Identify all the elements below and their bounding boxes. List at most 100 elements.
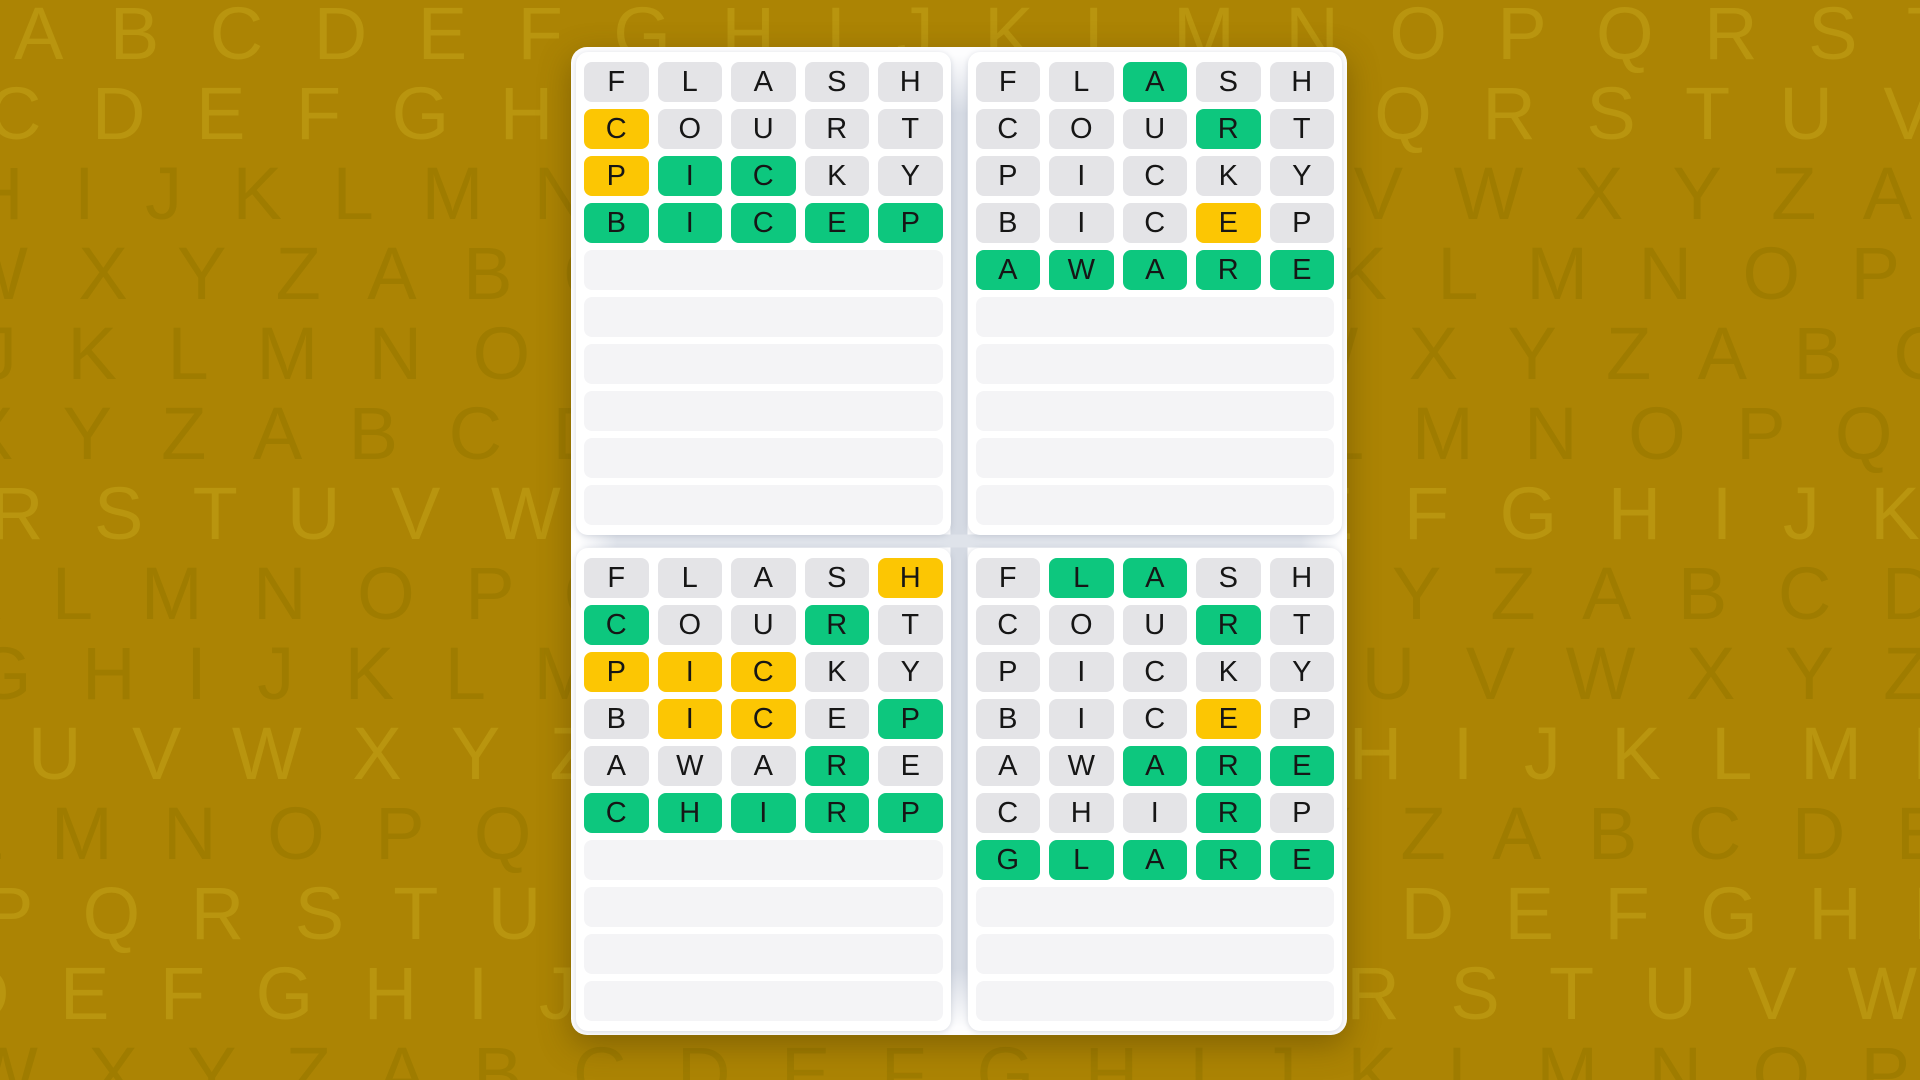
letter-tile: O	[657, 605, 722, 645]
letter-tile: F	[975, 62, 1040, 102]
letter-tile: B	[975, 699, 1040, 739]
empty-row	[584, 485, 943, 525]
letter-tile: E	[1269, 746, 1334, 786]
empty-row	[975, 981, 1334, 1021]
letter-tile: O	[657, 109, 722, 149]
empty-row	[975, 485, 1334, 525]
empty-row	[584, 297, 943, 337]
letter-tile: G	[975, 840, 1040, 880]
letter-tile: P	[584, 652, 649, 692]
letter-tile: C	[975, 793, 1040, 833]
empty-row	[975, 344, 1334, 384]
letter-tile: I	[731, 793, 796, 833]
letter-tile: H	[1049, 793, 1114, 833]
letter-tile: C	[731, 699, 796, 739]
letter-tile: C	[1122, 156, 1187, 196]
empty-row	[975, 297, 1334, 337]
letter-tile: I	[657, 652, 722, 692]
letter-tile: P	[1269, 793, 1334, 833]
empty-row	[584, 934, 943, 974]
letter-tile: S	[804, 558, 869, 598]
letter-tile: C	[731, 156, 796, 196]
letter-tile: C	[1122, 203, 1187, 243]
letter-tile: W	[657, 746, 722, 786]
empty-row	[584, 840, 943, 880]
letter-tile: O	[1049, 605, 1114, 645]
letter-tile: R	[804, 746, 869, 786]
letter-tile: P	[878, 699, 943, 739]
letter-tile: L	[657, 62, 722, 102]
letter-tile: E	[878, 746, 943, 786]
letter-tile: P	[975, 652, 1040, 692]
letter-tile: A	[975, 250, 1040, 290]
empty-row	[975, 438, 1334, 478]
letter-tile: Y	[1269, 652, 1334, 692]
letter-tile: C	[584, 109, 649, 149]
empty-row	[584, 344, 943, 384]
letter-tile: C	[731, 203, 796, 243]
empty-row	[584, 887, 943, 927]
empty-row	[584, 250, 943, 290]
letter-tile: A	[1122, 250, 1187, 290]
empty-row	[584, 391, 943, 431]
letter-tile: H	[1269, 558, 1334, 598]
letter-tile: P	[1269, 699, 1334, 739]
letter-tile: I	[657, 203, 722, 243]
letter-tile: B	[975, 203, 1040, 243]
letter-tile: L	[1049, 62, 1114, 102]
letter-tile: R	[1196, 840, 1261, 880]
letter-tile: K	[804, 156, 869, 196]
letter-tile: C	[1122, 652, 1187, 692]
letter-tile: P	[878, 203, 943, 243]
letter-tile: A	[1122, 62, 1187, 102]
letter-tile: T	[878, 109, 943, 149]
letter-tile: L	[657, 558, 722, 598]
letter-tile: P	[584, 156, 649, 196]
letter-tile: Y	[1269, 156, 1334, 196]
letter-tile: E	[1196, 203, 1261, 243]
letter-tile: F	[975, 558, 1040, 598]
letter-tile: A	[731, 558, 796, 598]
empty-row	[975, 391, 1334, 431]
alphabet-row: W X Y Z A B C D E F G H I J K L M N O P …	[0, 1032, 1920, 1080]
letter-tile: S	[1196, 62, 1261, 102]
letter-tile: P	[975, 156, 1040, 196]
letter-tile: R	[804, 793, 869, 833]
letter-tile: C	[975, 109, 1040, 149]
letter-tile: F	[584, 62, 649, 102]
letter-tile: S	[1196, 558, 1261, 598]
letter-tile: R	[1196, 250, 1261, 290]
empty-row	[975, 887, 1334, 927]
letter-tile: L	[1049, 840, 1114, 880]
letter-tile: A	[1122, 558, 1187, 598]
letter-tile: I	[1049, 156, 1114, 196]
letter-tile: C	[1122, 699, 1187, 739]
letter-tile: A	[584, 746, 649, 786]
letter-tile: T	[1269, 109, 1334, 149]
letter-tile: F	[584, 558, 649, 598]
letter-tile: E	[804, 203, 869, 243]
letter-tile: I	[657, 156, 722, 196]
letter-tile: C	[975, 605, 1040, 645]
empty-row	[975, 934, 1334, 974]
letter-tile: R	[1196, 109, 1261, 149]
